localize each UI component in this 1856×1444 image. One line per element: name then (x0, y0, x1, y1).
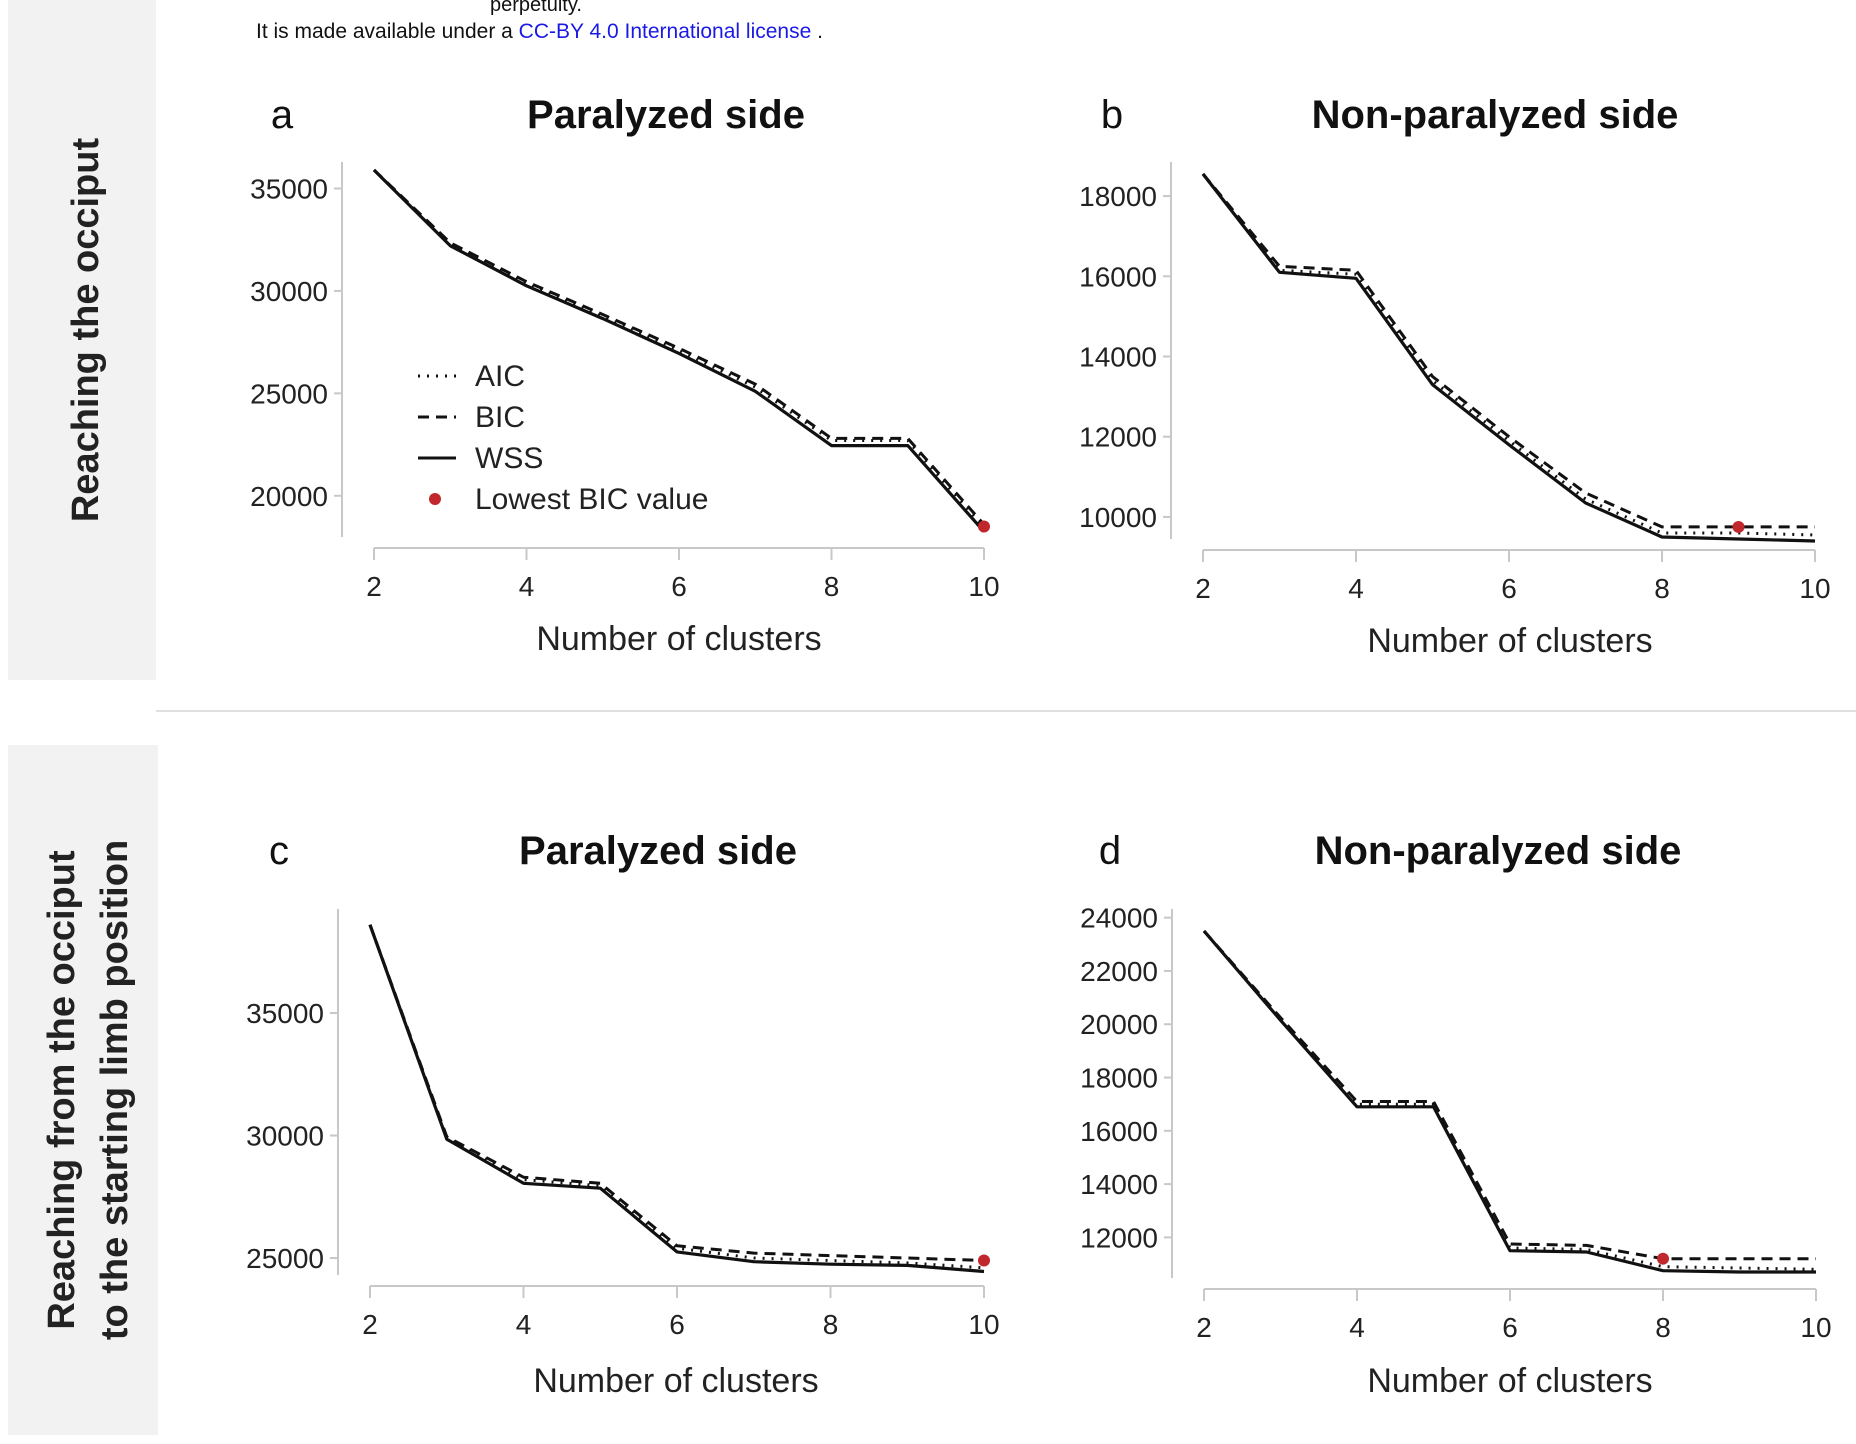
panel-d-title: Non-paralyzed side (1315, 829, 1682, 873)
panel-d: d Non-paralyzed side 12000 14000 16000 18000 2… (1080, 829, 1831, 1400)
panel-d-series-bic (1202, 930, 1816, 1261)
panel-a-legend: AIC BIC WSS Lowest BIC value (418, 360, 708, 516)
panel-d-y-tick-label: 20000 (1080, 1009, 1158, 1040)
panel-c-series-wss (368, 924, 985, 1274)
panel-a-y-tick-label: 35000 (250, 173, 328, 204)
panel-b-lowest-bic-marker (1732, 520, 1745, 533)
panel-d-x-tick-label: 4 (1349, 1312, 1365, 1343)
panel-b-x-tick-label: 10 (1799, 573, 1830, 604)
panel-d-x-axis-label: Number of clusters (1367, 1362, 1652, 1400)
panel-d-x-tick-label: 8 (1655, 1312, 1671, 1343)
panel-a-lowest-bic-marker (978, 520, 990, 533)
license-notice-suffix: . (817, 20, 823, 43)
panel-d-y-tick-label: 18000 (1080, 1063, 1158, 1094)
panel-a-series-wss (372, 168, 986, 533)
panel-c-series-bic (368, 924, 985, 1262)
panel-a: a Paralyzed side 20000 25000 30000 35000 2 4 6 8 1… (250, 93, 999, 658)
panel-a-legend-marker (429, 493, 441, 505)
panel-d-y-tick-label: 14000 (1080, 1169, 1158, 1200)
panel-c-series-aic (368, 924, 985, 1270)
panel-d-series-wss (1202, 929, 1816, 1274)
panel-b-x-tick-label: 2 (1195, 573, 1211, 604)
license-link[interactable]: CC-BY 4.0 International license (518, 20, 812, 43)
panel-d-x-tick-label: 2 (1196, 1312, 1212, 1343)
panel-c-title: Paralyzed side (519, 829, 797, 873)
panel-b-series-aic (1201, 173, 1816, 537)
panel-b-x-tick-label: 8 (1654, 573, 1670, 604)
panel-a-x-tick-label: 2 (366, 571, 382, 602)
panel-a-y-tick-label: 20000 (250, 481, 328, 512)
panel-c-y-tick-label: 25000 (246, 1243, 324, 1274)
panel-a-x-tick-label: 4 (519, 571, 535, 602)
row-band-bottom (8, 745, 158, 1435)
panel-c-x-tick-label: 10 (968, 1309, 999, 1340)
panel-b-y-tick-label: 12000 (1079, 422, 1157, 453)
panel-c-y-tick-label: 35000 (246, 998, 324, 1029)
panel-c-lowest-bic-marker (978, 1254, 990, 1267)
panel-b-x-axis-label: Number of clusters (1367, 622, 1652, 660)
panel-c-x-tick-label: 4 (516, 1309, 532, 1340)
license-notice-line2: It is made available under a CC-BY 4.0 I… (256, 20, 823, 44)
panel-a-x-axis-label: Number of clusters (536, 620, 821, 658)
panel-b-x-tick-label: 4 (1348, 573, 1364, 604)
panel-d-y-tick-label: 12000 (1080, 1222, 1158, 1253)
row-label-top: Reaching the occiput (65, 138, 107, 523)
row-band-top (8, 0, 156, 680)
panel-d-x-tick-label: 10 (1800, 1312, 1831, 1343)
row-label-bottom-line1: Reaching from the occiput (41, 850, 83, 1330)
panel-a-legend-label: WSS (475, 442, 543, 475)
panel-c-y-tick-label: 30000 (246, 1121, 324, 1152)
panel-a-legend-label: BIC (475, 401, 525, 434)
panel-a-letter: a (271, 93, 294, 137)
panel-b-y-tick-label: 10000 (1079, 502, 1157, 533)
panel-d-x-tick-label: 6 (1502, 1312, 1518, 1343)
row-label-bottom-line2: to the starting limb position (94, 840, 136, 1340)
license-notice-perpetuity: perpetuity. (490, 0, 582, 16)
panel-b-title: Non-paralyzed side (1312, 93, 1679, 137)
panel-c-x-tick-label: 8 (823, 1309, 839, 1340)
panel-d-y-tick-label: 24000 (1080, 903, 1158, 934)
panel-a-x-tick-label: 6 (671, 571, 687, 602)
panel-a-x-tick-label: 8 (824, 571, 840, 602)
panel-a-y-tick-label: 25000 (250, 378, 328, 409)
panel-b-x-tick-label: 6 (1501, 573, 1517, 604)
panel-b-letter: b (1101, 93, 1123, 137)
license-notice-prefix: It is made available under a (256, 20, 513, 43)
panel-d-lowest-bic-marker (1657, 1252, 1669, 1265)
panel-a-legend-label: AIC (475, 360, 525, 393)
panel-b-series-bic (1201, 173, 1815, 529)
panel-a-series-aic (372, 168, 986, 529)
panel-b-series-wss (1201, 173, 1816, 543)
panel-a-legend-label: Lowest BIC value (475, 483, 708, 516)
license-notice-line1: perpetuity. (490, 0, 582, 17)
panel-d-y-tick-label: 22000 (1080, 956, 1158, 987)
panel-c-letter: c (269, 829, 289, 873)
panel-b-y-tick-label: 16000 (1079, 261, 1157, 292)
panel-a-title: Paralyzed side (527, 93, 805, 137)
panel-d-y-tick-label: 16000 (1080, 1116, 1158, 1147)
panel-c-x-axis-label: Number of clusters (533, 1362, 818, 1400)
panel-b-y-tick-label: 14000 (1079, 341, 1157, 372)
panel-c: c Paralyzed side 25000 30000 35000 2 4 6 8 10 Numb… (246, 829, 999, 1400)
panel-a-series-bic (372, 168, 986, 526)
panel-d-series-aic (1202, 930, 1817, 1271)
panel-a-y-tick-label: 30000 (250, 276, 328, 307)
panel-d-letter: d (1099, 829, 1121, 873)
panel-b-y-tick-label: 18000 (1079, 181, 1157, 212)
panel-c-x-tick-label: 6 (669, 1309, 685, 1340)
panel-a-x-tick-label: 10 (968, 571, 999, 602)
panel-b: b Non-paralyzed side 10000 12000 14000 16000 1… (1079, 93, 1830, 660)
panel-c-x-tick-label: 2 (362, 1309, 378, 1340)
